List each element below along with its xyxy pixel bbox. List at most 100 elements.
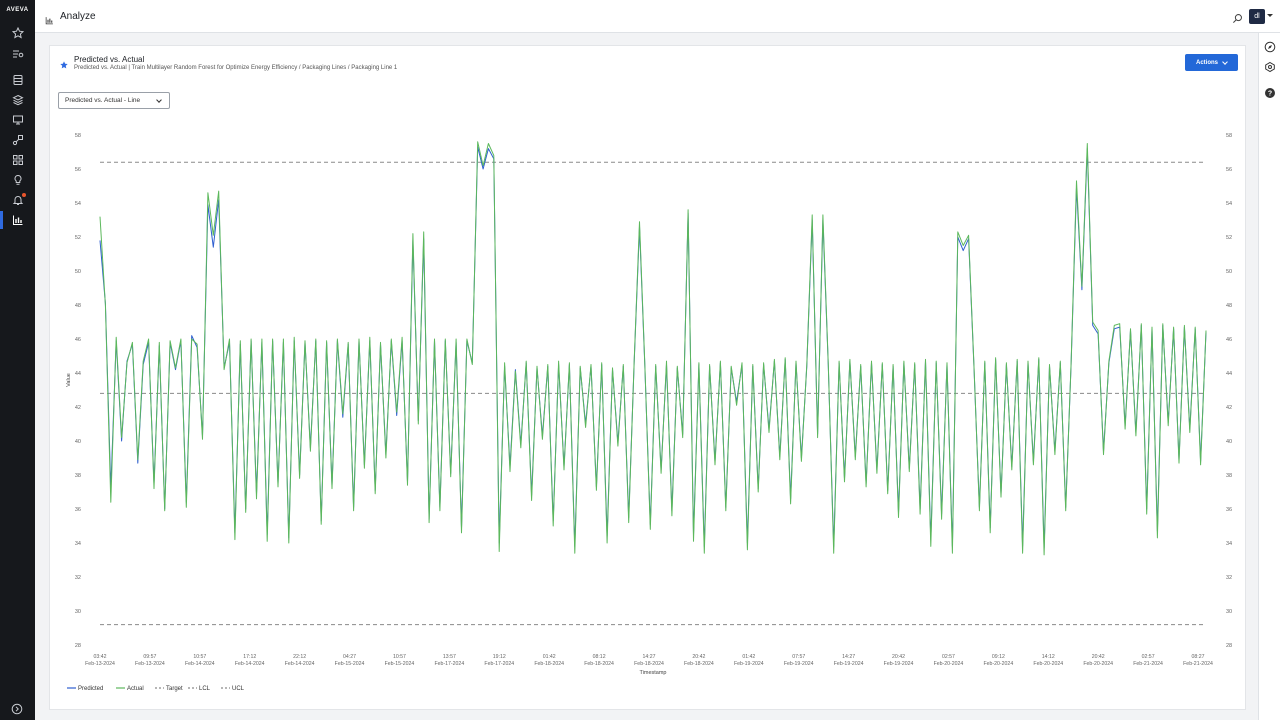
breadcrumb: Predicted vs. Actual | Train Multilayer … (74, 65, 398, 71)
y-tick-label-right: 52 (1226, 235, 1232, 241)
x-tick-date-label: Feb-21-2024 (1183, 661, 1213, 667)
y-tick-label-left: 40 (75, 439, 81, 445)
y-tick-label-left: 30 (75, 609, 81, 615)
compass-icon[interactable] (1264, 40, 1276, 53)
model-network-icon[interactable] (9, 131, 26, 148)
x-tick-time-label: 19:12 (493, 654, 506, 660)
y-tick-label-right: 36 (1226, 507, 1232, 513)
aveva-logo: AVEVA (6, 7, 29, 13)
y-tick-label-left: 38 (75, 473, 81, 479)
x-tick-time-label: 07:57 (792, 654, 805, 660)
x-tick-time-label: 09:57 (143, 654, 156, 660)
active-nav-indicator (0, 211, 3, 229)
x-tick-date-label: Feb-19-2024 (834, 661, 864, 667)
x-tick-date-label: Feb-15-2024 (385, 661, 415, 667)
ai-assistant-icon[interactable] (1264, 60, 1276, 73)
x-tick-time-label: 13:57 (443, 654, 456, 660)
chart-view-select-value: Predicted vs. Actual - Line (65, 97, 141, 104)
y-tick-label-left: 54 (75, 201, 81, 207)
x-tick-time-label: 17:12 (243, 654, 256, 660)
series-line-actual (99, 141, 1207, 556)
notification-dot (22, 193, 26, 197)
y-tick-label-left: 46 (75, 337, 81, 343)
x-tick-date-label: Feb-15-2024 (335, 661, 365, 667)
y-tick-label-right: 48 (1226, 303, 1232, 309)
x-tick-time-label: 14:27 (643, 654, 656, 660)
x-tick-date-label: Feb-19-2024 (884, 661, 914, 667)
favorite-star-icon[interactable] (60, 56, 68, 69)
x-tick-date-label: Feb-18-2024 (684, 661, 714, 667)
favorites-star-icon[interactable] (9, 24, 26, 41)
chevron-down-icon[interactable] (1267, 14, 1273, 17)
x-tick-date-label: Feb-20-2024 (934, 661, 964, 667)
y-tick-label-left: 56 (75, 167, 81, 173)
x-tick-time-label: 02:57 (942, 654, 955, 660)
x-tick-date-label: Feb-14-2024 (285, 661, 315, 667)
top-header: Analyze dl (35, 0, 1280, 33)
layers-icon[interactable] (9, 91, 26, 108)
svg-text:?: ? (1268, 91, 1272, 98)
x-tick-time-label: 08:27 (1192, 654, 1205, 660)
x-tick-date-label: Feb-20-2024 (984, 661, 1014, 667)
lightbulb-icon[interactable] (9, 171, 26, 188)
y-tick-label-left: 58 (75, 133, 81, 139)
x-tick-time-label: 04:27 (343, 654, 356, 660)
y-tick-label-right: 44 (1226, 371, 1232, 377)
left-nav-rail: AVEVA (0, 0, 35, 720)
y-tick-label-right: 50 (1226, 269, 1232, 275)
y-tick-label-left: 36 (75, 507, 81, 513)
x-tick-time-label: 09:12 (992, 654, 1005, 660)
actions-button-label: Actions (1195, 59, 1218, 66)
x-tick-time-label: 01:42 (543, 654, 556, 660)
analyze-chart-icon[interactable] (9, 211, 26, 228)
chart-card: Predicted vs. Actual Predicted vs. Actua… (49, 45, 1246, 710)
monitor-icon[interactable] (9, 111, 26, 128)
legend-label-lcl: LCL (199, 686, 211, 692)
apps-grid-icon[interactable] (9, 151, 26, 168)
x-tick-date-label: Feb-18-2024 (584, 661, 614, 667)
y-tick-label-right: 42 (1226, 405, 1232, 411)
x-tick-time-label: 14:27 (842, 654, 855, 660)
y-axis-label: Value (66, 373, 72, 387)
y-tick-label-left: 42 (75, 405, 81, 411)
bell-icon[interactable] (9, 191, 26, 208)
page-title: Analyze (60, 11, 96, 22)
list-search-icon[interactable] (9, 45, 26, 62)
x-tick-time-label: 01:42 (742, 654, 755, 660)
actions-button[interactable]: Actions (1185, 54, 1238, 71)
x-tick-time-label: 03:42 (94, 654, 107, 660)
y-tick-label-left: 32 (75, 575, 81, 581)
legend-label-actual: Actual (127, 686, 144, 692)
y-tick-label-right: 58 (1226, 133, 1232, 139)
y-tick-label-right: 38 (1226, 473, 1232, 479)
y-tick-label-right: 46 (1226, 337, 1232, 343)
y-tick-label-right: 54 (1226, 201, 1232, 207)
x-tick-time-label: 14:12 (1042, 654, 1055, 660)
database-icon[interactable] (9, 71, 26, 88)
analyze-chart-icon (45, 12, 54, 25)
x-tick-time-label: 10:57 (193, 654, 206, 660)
chart-title: Predicted vs. Actual (74, 55, 145, 64)
legend-label-predicted: Predicted (78, 686, 103, 692)
y-tick-label-right: 40 (1226, 439, 1232, 445)
expand-rail-icon[interactable] (11, 702, 23, 715)
x-tick-date-label: Feb-13-2024 (135, 661, 165, 667)
y-tick-label-left: 34 (75, 541, 81, 547)
help-icon[interactable]: ? (1264, 86, 1276, 98)
legend-label-ucl: UCL (232, 686, 245, 692)
x-tick-date-label: Feb-14-2024 (185, 661, 215, 667)
user-avatar[interactable]: dl (1249, 9, 1265, 24)
y-tick-label-left: 52 (75, 235, 81, 241)
x-tick-time-label: 02:57 (1142, 654, 1155, 660)
x-tick-time-label: 22:12 (293, 654, 306, 660)
x-tick-date-label: Feb-21-2024 (1133, 661, 1163, 667)
x-tick-date-label: Feb-20-2024 (1033, 661, 1063, 667)
x-tick-time-label: 08:12 (593, 654, 606, 660)
x-tick-time-label: 20:42 (692, 654, 705, 660)
y-tick-label-left: 48 (75, 303, 81, 309)
search-icon[interactable] (1232, 11, 1243, 23)
legend-label-target: Target (166, 686, 183, 692)
x-axis-label: Timestamp (640, 670, 667, 676)
x-tick-time-label: 10:57 (393, 654, 406, 660)
chart-view-select[interactable]: Predicted vs. Actual - Line (58, 92, 170, 109)
